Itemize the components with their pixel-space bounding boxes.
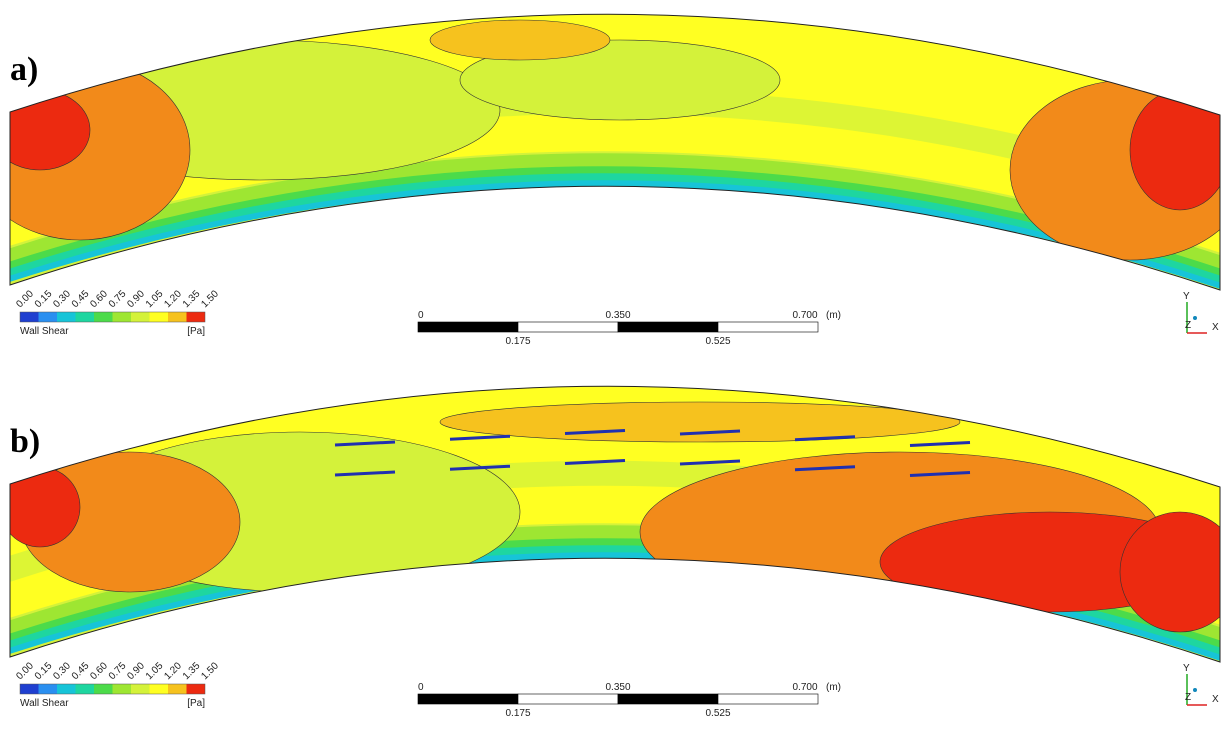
- legend-unit: [Pa]: [187, 698, 205, 709]
- panel: a)0.000.150.300.450.600.750.901.051.201.…: [0, 0, 1224, 347]
- legend-unit: [Pa]: [187, 326, 205, 337]
- contour-plot: [0, 372, 1224, 672]
- legend-tick-label: 0.00: [14, 288, 36, 310]
- scale-label: 0: [418, 310, 424, 321]
- scale-label: 0.350: [605, 682, 630, 693]
- scale-segment: [518, 322, 618, 332]
- legend-tick-label: 1.50: [199, 660, 221, 682]
- axis-label: Z: [1185, 692, 1191, 703]
- axis-z: [1193, 316, 1197, 320]
- scale-segment: [418, 322, 518, 332]
- legend-tick-label: 0.75: [107, 288, 129, 310]
- axis-label: Z: [1185, 320, 1191, 331]
- legend-swatch: [94, 312, 113, 322]
- legend-tick-label: 0.45: [70, 288, 92, 310]
- legend-swatch: [150, 684, 169, 694]
- legend-tick-label: 0.30: [51, 660, 73, 682]
- legend-swatch: [168, 684, 187, 694]
- legend-swatch: [20, 684, 39, 694]
- axis-label: Y: [1183, 663, 1190, 674]
- legend-swatch: [20, 312, 39, 322]
- contour-region: [440, 402, 960, 442]
- legend-tick-label: 0.30: [51, 288, 73, 310]
- scale-unit: (m): [826, 310, 841, 321]
- legend-tick-label: 1.05: [144, 660, 166, 682]
- scale-label: 0.700: [792, 310, 817, 321]
- scale-label: 0: [418, 682, 424, 693]
- legend-swatch: [57, 684, 76, 694]
- legend-swatch: [94, 684, 113, 694]
- scale-label: 0.525: [705, 336, 730, 347]
- legend-swatch: [76, 684, 95, 694]
- axis-z: [1193, 688, 1197, 692]
- axis-label: Y: [1183, 291, 1190, 302]
- legend-tick-label: 0.45: [70, 660, 92, 682]
- scale-unit: (m): [826, 682, 841, 693]
- figure: a)0.000.150.300.450.600.750.901.051.201.…: [0, 0, 1224, 729]
- scale-label: 0.175: [505, 336, 530, 347]
- legend-tick-label: 0.15: [33, 660, 55, 682]
- scale-label: 0.175: [505, 708, 530, 719]
- scale-label: 0.525: [705, 708, 730, 719]
- scale-segment: [618, 322, 718, 332]
- scale-label: 0.350: [605, 310, 630, 321]
- contour-region: [430, 20, 610, 60]
- legend-swatch: [113, 312, 132, 322]
- legend-swatch: [39, 312, 58, 322]
- legend-tick-label: 1.20: [162, 288, 184, 310]
- contour-plot: [0, 0, 1224, 300]
- scale-segment: [418, 694, 518, 704]
- panel-label: b): [10, 423, 40, 460]
- scale-segment: [518, 694, 618, 704]
- legend-swatch: [76, 312, 95, 322]
- contour-region: [1130, 90, 1224, 210]
- legend-swatch: [187, 684, 206, 694]
- legend-swatch: [57, 312, 76, 322]
- legend-swatch: [131, 684, 150, 694]
- panel: b)0.000.150.300.450.600.750.901.051.201.…: [0, 372, 1224, 719]
- legend-tick-label: 0.15: [33, 288, 55, 310]
- axis-label: X: [1212, 694, 1219, 705]
- scale-segment: [718, 322, 818, 332]
- legend-tick-label: 1.05: [144, 288, 166, 310]
- contour-region: [0, 467, 80, 547]
- legend-swatch: [39, 684, 58, 694]
- legend-tick-label: 1.50: [199, 288, 221, 310]
- scale-segment: [718, 694, 818, 704]
- legend-tick-label: 0.60: [88, 288, 110, 310]
- legend-title: Wall Shear: [20, 326, 69, 337]
- legend-tick-label: 0.60: [88, 660, 110, 682]
- legend-swatch: [131, 312, 150, 322]
- panel-label: a): [10, 51, 38, 88]
- legend-swatch: [113, 684, 132, 694]
- legend-tick-label: 1.35: [181, 288, 203, 310]
- legend-tick-label: 0.90: [125, 288, 147, 310]
- legend-swatch: [168, 312, 187, 322]
- scale-label: 0.700: [792, 682, 817, 693]
- legend-swatch: [150, 312, 169, 322]
- legend-tick-label: 0.00: [14, 660, 36, 682]
- legend-tick-label: 1.35: [181, 660, 203, 682]
- axis-label: X: [1212, 322, 1219, 333]
- legend-tick-label: 0.90: [125, 660, 147, 682]
- legend-tick-label: 1.20: [162, 660, 184, 682]
- scale-segment: [618, 694, 718, 704]
- legend-title: Wall Shear: [20, 698, 69, 709]
- legend-swatch: [187, 312, 206, 322]
- legend-tick-label: 0.75: [107, 660, 129, 682]
